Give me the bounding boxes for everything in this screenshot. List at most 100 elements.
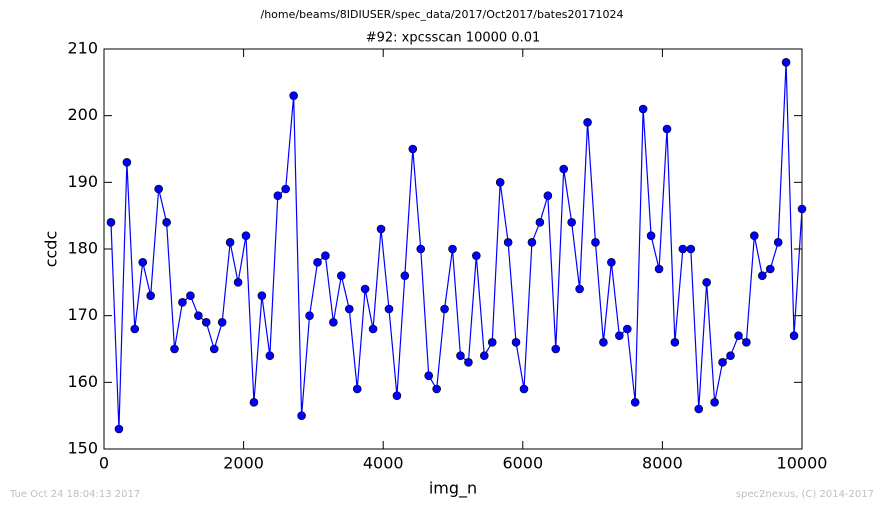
suptitle: /home/beams/8IDIUSER/spec_data/2017/Oct2… <box>261 8 624 21</box>
x-tick-label: 0 <box>99 454 109 473</box>
footer-right: spec2nexus, (C) 2014-2017 <box>736 489 874 500</box>
data-point <box>432 384 441 394</box>
data-point <box>186 291 195 300</box>
data-point <box>789 331 799 340</box>
data-point <box>194 311 203 320</box>
data-point <box>591 238 600 247</box>
data-point <box>765 264 775 274</box>
y-axis-label: ccdc <box>42 231 61 268</box>
data-point <box>209 344 219 354</box>
data-point <box>456 351 465 360</box>
y-tick-label: 160 <box>67 372 98 391</box>
y-tick-label: 180 <box>67 239 98 258</box>
data-point <box>217 318 227 327</box>
data-point <box>241 231 251 240</box>
data-point <box>281 184 290 194</box>
data-point <box>750 231 759 240</box>
data-point <box>106 218 116 227</box>
data-point <box>368 324 378 334</box>
data-point <box>225 238 235 247</box>
data-point <box>416 244 426 254</box>
x-tick-label: 8000 <box>642 454 683 473</box>
data-point <box>344 304 354 314</box>
data-point <box>797 204 807 214</box>
data-point <box>519 384 529 394</box>
data-point <box>424 371 434 380</box>
y-tick-label: 210 <box>67 39 98 58</box>
data-point <box>472 251 481 260</box>
data-point <box>654 264 664 274</box>
data-point <box>360 284 370 294</box>
data-point <box>583 118 592 127</box>
chart-title: #92: xpcsscan 10000 0.01 <box>366 31 541 46</box>
y-tick-label: 150 <box>67 439 98 458</box>
data-point <box>249 398 259 407</box>
data-point <box>757 271 767 280</box>
data-point <box>662 124 672 134</box>
x-tick-label: 4000 <box>363 454 404 473</box>
data-point <box>329 318 338 327</box>
data-point <box>686 244 696 254</box>
data-point <box>170 344 179 354</box>
data-point <box>607 258 616 267</box>
data-point <box>575 284 584 294</box>
data-point <box>646 231 656 240</box>
data-point <box>138 258 148 267</box>
data-point <box>567 218 576 227</box>
data-point <box>384 304 394 314</box>
data-point <box>408 144 418 154</box>
data-point <box>622 324 632 334</box>
data-point <box>178 298 187 307</box>
data-point <box>464 358 473 367</box>
x-axis-label: img_n <box>429 479 477 499</box>
data-point <box>718 358 727 367</box>
data-point <box>440 304 449 314</box>
data-point <box>201 318 211 327</box>
data-point <box>559 164 569 174</box>
data-point <box>535 218 545 227</box>
y-tick-label: 190 <box>67 172 98 191</box>
x-tick-label: 10000 <box>777 454 828 473</box>
footer-left: Tue Oct 24 18:04:13 2017 <box>9 489 140 500</box>
data-point <box>734 331 743 340</box>
data-point <box>289 91 298 100</box>
data-point <box>337 271 346 280</box>
data-point <box>114 424 124 434</box>
y-tick-label: 200 <box>67 105 98 124</box>
data-point <box>615 331 624 340</box>
data-point <box>400 271 410 280</box>
y-tick-label: 170 <box>67 305 98 324</box>
data-point <box>305 311 314 320</box>
data-point <box>726 351 735 360</box>
data-point <box>297 411 306 420</box>
data-point <box>781 58 791 67</box>
x-tick-label: 2000 <box>223 454 264 473</box>
data-point <box>448 244 457 254</box>
data-point <box>479 351 489 360</box>
data-point <box>130 324 140 334</box>
x-tick-label: 6000 <box>502 454 543 473</box>
data-point <box>162 218 171 227</box>
data-point <box>495 178 505 187</box>
data-point <box>543 191 553 200</box>
data-point <box>257 291 267 300</box>
data-point <box>527 238 537 247</box>
data-point <box>321 251 330 260</box>
data-point <box>376 224 386 234</box>
data-point <box>551 344 561 354</box>
data-point <box>146 291 155 300</box>
data-point <box>487 338 497 347</box>
data-point <box>265 351 275 360</box>
data-point <box>154 184 163 194</box>
data-point <box>313 258 322 267</box>
data-point <box>122 158 132 167</box>
data-point <box>392 391 402 400</box>
data-point <box>670 338 680 347</box>
data-point <box>702 278 711 287</box>
data-point <box>742 338 751 347</box>
data-point <box>694 404 704 414</box>
data-point <box>503 238 513 247</box>
data-point <box>710 398 719 407</box>
data-point <box>352 384 362 394</box>
